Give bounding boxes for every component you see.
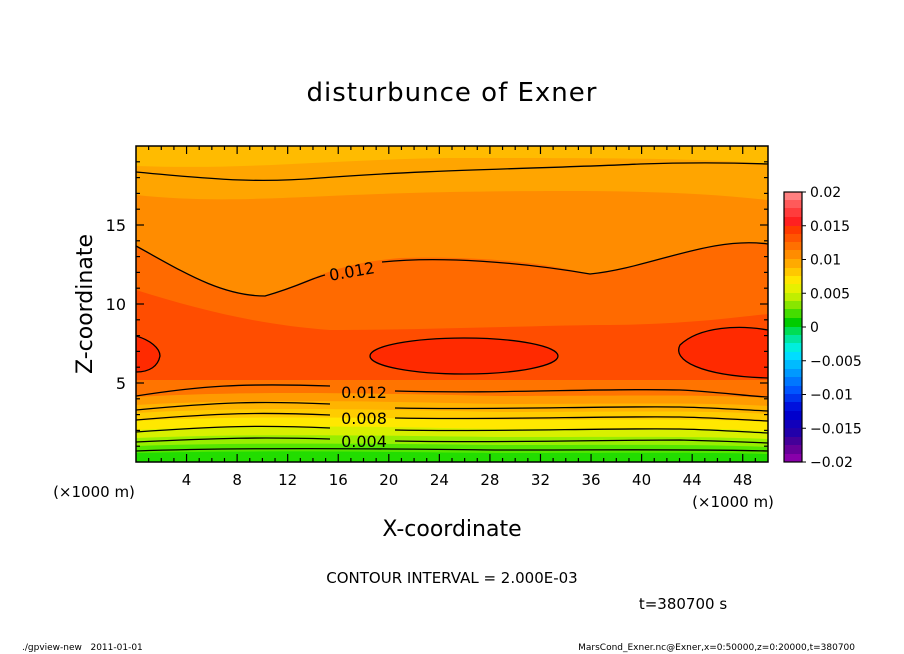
- colorbar-label: 0: [810, 320, 819, 336]
- contour-line: [381, 242, 768, 275]
- band-darkgreen: [136, 451, 768, 462]
- contour-interval: CONTOUR INTERVAL = 2.000E-03: [326, 569, 577, 587]
- contour-line: [369, 337, 559, 375]
- contour-label: 0.008: [341, 409, 387, 428]
- x-tick-label: 20: [379, 471, 398, 489]
- band-red-center: [370, 338, 558, 374]
- x-tick-label: 16: [329, 471, 348, 489]
- contour-line: [394, 388, 768, 398]
- x-tick-label: 44: [683, 471, 702, 489]
- colorbar-labels: 0.02 0.015 0.01 0.005 0 −0.005 −0.01 −0.015 −0.0…: [810, 185, 862, 471]
- x-tick-label: 12: [278, 471, 297, 489]
- contour-line: [678, 326, 768, 379]
- axis-ticks: [136, 146, 768, 462]
- contour-label: 0.012: [341, 383, 387, 402]
- x-tick-labels: 4 8 12 16 20 24 28 32 36 40 44 48: [182, 471, 752, 489]
- contour-line-layer: [136, 162, 768, 452]
- contour-label: 0.004: [341, 432, 387, 451]
- contour-line: [394, 406, 768, 412]
- x-tick-label: 36: [581, 471, 600, 489]
- y-tick-label: 5: [116, 374, 126, 393]
- contour-line: [394, 416, 768, 422]
- contour-line: [394, 439, 768, 444]
- colorbar-label: −0.02: [810, 455, 853, 471]
- colorbar-label: −0.005: [810, 354, 862, 370]
- x-tick-label: 28: [480, 471, 499, 489]
- x-tick-label: 8: [232, 471, 242, 489]
- chart-title: disturbunce of Exner: [307, 78, 598, 108]
- y-tick-label: 15: [106, 216, 126, 235]
- y-tick-label: 10: [106, 295, 126, 314]
- x-tick-label: 4: [182, 471, 192, 489]
- y-tick-labels: 5 10 15: [106, 216, 126, 393]
- contour-line: [394, 428, 768, 434]
- contour-line: [136, 412, 331, 421]
- contour-line: [136, 384, 331, 397]
- colorbar-label: 0.005: [810, 286, 850, 302]
- colorbar-ticks: [802, 191, 806, 463]
- x-tick-label: 24: [430, 471, 449, 489]
- contour-line: [136, 162, 768, 182]
- footer-left: ./gpview-new 2011-01-01: [22, 643, 143, 653]
- contour-line: [136, 447, 768, 452]
- colorbar-label: 0.01: [810, 253, 841, 269]
- colorbar-label: −0.01: [810, 388, 853, 404]
- x-tick-label: 48: [733, 471, 752, 489]
- contour-line: [136, 401, 331, 411]
- colorbar: [783, 191, 803, 463]
- colorbar-label: −0.015: [810, 421, 862, 437]
- y-axis-label: Z-coordinate: [73, 234, 98, 374]
- band-red-right: [678, 327, 768, 378]
- x-axis-label: X-coordinate: [382, 517, 521, 542]
- contour-line: [136, 425, 331, 433]
- contour-fill-layer: [136, 146, 768, 462]
- colorbar-label: 0.02: [810, 185, 841, 201]
- x-unit-right: (×1000 m): [692, 493, 774, 511]
- contour-line: [136, 437, 331, 443]
- time-label: t=380700 s: [639, 595, 727, 613]
- colorbar-label: 0.015: [810, 219, 850, 235]
- contour-line: [136, 245, 326, 297]
- x-tick-label: 40: [632, 471, 651, 489]
- x-tick-label: 32: [531, 471, 550, 489]
- contour-line: [136, 335, 161, 373]
- band-red-left: [136, 336, 160, 372]
- x-unit-left: (×1000 m): [53, 483, 135, 501]
- footer-right: MarsCond_Exner.nc@Exner,x=0:50000,z=0:20…: [578, 643, 855, 653]
